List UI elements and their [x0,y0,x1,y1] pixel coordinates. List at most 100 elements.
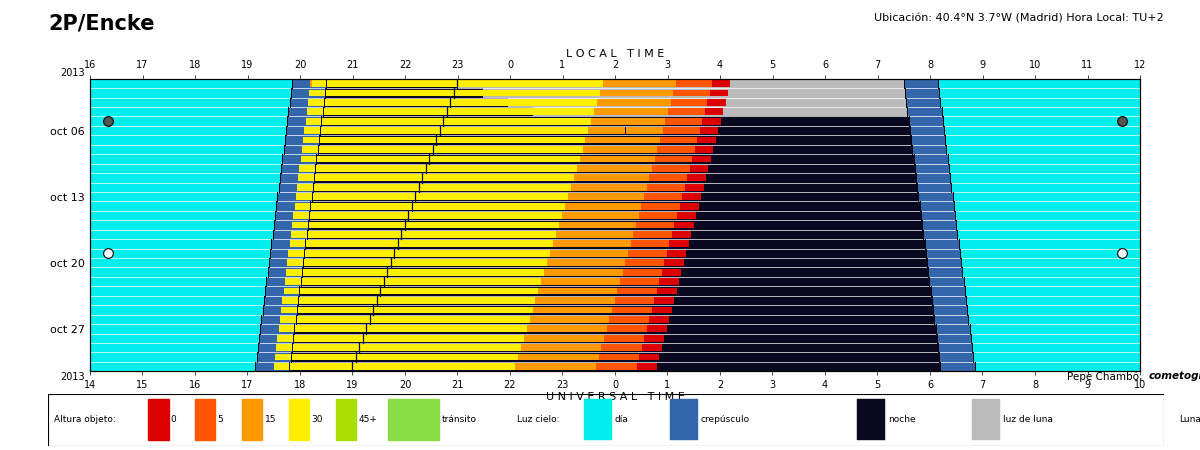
Bar [533,212,542,219]
Bar [457,156,467,162]
Bar [658,146,667,153]
Bar [940,352,973,362]
Bar [347,127,356,134]
Bar [505,363,515,370]
Bar [403,175,413,181]
Bar [456,269,466,275]
Bar [514,212,523,219]
Text: día: día [614,415,629,424]
Bar [587,325,596,332]
Bar [594,203,604,210]
Bar [545,146,554,153]
Bar [384,278,394,285]
Bar [545,363,556,370]
Bar [650,203,660,210]
Bar [377,99,386,106]
Bar [652,269,662,275]
Bar [90,98,289,107]
Bar [415,194,425,200]
Bar [492,194,502,200]
Bar [400,184,409,191]
Bar [533,184,542,191]
Bar [310,316,320,323]
Bar [293,333,937,343]
Bar [686,108,696,115]
Bar [376,250,385,256]
Bar [347,297,358,304]
Bar [542,127,551,134]
Bar [366,325,377,332]
Bar [288,250,298,256]
Bar [700,165,708,172]
Bar [361,259,372,266]
Bar [548,137,558,144]
Bar [608,184,618,191]
Bar [365,250,376,256]
Bar [540,316,550,323]
Bar [397,165,407,172]
Bar [662,127,672,134]
Bar [374,278,384,285]
Bar [317,250,326,256]
Bar [571,212,581,219]
Bar [289,399,310,440]
Bar [90,296,264,305]
Bar [534,335,544,342]
Bar [643,99,653,106]
Bar [359,146,367,153]
Bar [634,165,642,172]
Bar [332,335,343,342]
Bar [307,250,317,256]
Bar [72,315,90,324]
Bar [679,240,689,247]
Bar [383,203,392,210]
Bar [482,165,492,172]
Bar [359,194,368,200]
Bar [589,316,600,323]
Bar [90,305,263,315]
Bar [660,240,670,247]
Bar [540,221,550,229]
Bar [526,297,535,304]
Bar [449,80,457,87]
Bar [401,108,410,115]
Bar [434,221,444,229]
Bar [390,90,400,96]
Bar [972,343,1140,352]
Bar [648,146,658,153]
Bar [655,259,665,266]
Bar [482,221,492,229]
Bar [305,278,316,285]
Bar [598,221,607,229]
Bar [576,259,587,266]
Bar [394,278,403,285]
Bar [414,146,424,153]
Bar [562,212,571,219]
Bar [312,212,322,219]
Bar [424,306,433,313]
Bar [566,325,577,332]
Bar [437,354,448,360]
Bar [696,175,706,181]
Bar [904,79,938,88]
Bar [286,269,289,275]
Bar [370,316,380,323]
Bar [407,325,416,332]
Bar [508,231,517,238]
Bar [480,316,490,323]
Bar [624,335,635,342]
Bar [468,127,478,134]
Bar [649,354,660,360]
Bar [527,175,536,181]
Bar [970,324,1140,333]
Bar [463,278,473,285]
Bar [360,118,370,125]
Text: Pepe Chambó,: Pepe Chambó, [1067,371,1146,382]
Bar [700,127,709,134]
Bar [301,156,307,162]
Bar [282,297,288,304]
Bar [410,108,419,115]
Bar [370,165,379,172]
Bar [499,90,509,96]
Bar [312,146,320,153]
